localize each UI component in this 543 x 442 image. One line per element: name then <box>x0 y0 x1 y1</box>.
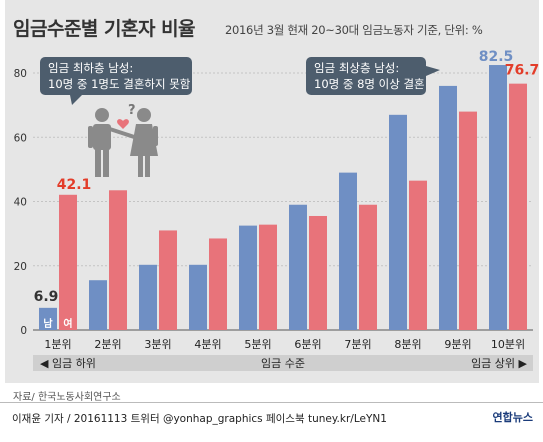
x-tick-label: 4분위 <box>194 338 221 351</box>
y-tick-label: 40 <box>14 197 27 209</box>
holding-hands <box>108 127 136 140</box>
bar-male <box>489 65 507 330</box>
source: 자료/ 한국노동사회연구소 <box>13 392 121 403</box>
bar-female <box>59 194 77 330</box>
man-icon <box>88 108 111 177</box>
data-label-male: 6.9 <box>34 289 59 305</box>
credit-line: 이재윤 기자 / 20161113 트위터 @yonhap_graphics 페… <box>12 413 387 425</box>
axis-band-left: ◀ 임금 하위 <box>40 356 96 370</box>
callout-low-line1: 임금 최하층 남성: <box>48 61 133 75</box>
x-tick-label: 8분위 <box>394 338 421 351</box>
x-tick-label: 5분위 <box>244 338 271 351</box>
callout-high-pointer <box>426 66 440 76</box>
callout-low: 임금 최하층 남성: 10명 중 1명도 결혼하지 못함 <box>40 57 192 105</box>
bar-tag-male: 남 <box>43 317 53 330</box>
couple-icon: ? <box>88 103 158 177</box>
bar-male <box>89 280 107 330</box>
callout-high-box <box>306 57 426 95</box>
bars <box>39 65 527 330</box>
bar-male <box>389 114 407 330</box>
page-title: 임금수준별 기혼자 비율 <box>13 18 196 40</box>
x-tick-label: 6분위 <box>294 338 321 351</box>
y-tick-label: 80 <box>14 68 27 80</box>
bar-male <box>39 307 57 330</box>
bar-female <box>209 238 227 330</box>
x-axis: 1분위 2분위 3분위 4분위 5분위 6분위 7분위 8분위 9분위 10분위 <box>44 338 525 351</box>
data-label-female: 42.1 <box>57 177 92 193</box>
bar-female <box>159 230 177 330</box>
y-tick-label: 20 <box>14 261 27 273</box>
callout-high: 임금 최상층 남성: 10명 중 8명 이상 결혼 <box>306 57 440 95</box>
chart-subtitle: 2016년 3월 현재 20~30대 임금노동자 기준, 단위: % <box>225 23 483 37</box>
bar-male <box>189 264 207 330</box>
bar-female <box>109 190 127 330</box>
x-tick-label: 9분위 <box>444 338 471 351</box>
callout-low-line2: 10명 중 1명도 결혼하지 못함 <box>48 77 191 91</box>
woman-icon <box>130 108 158 177</box>
callout-high-line2: 10명 중 8명 이상 결혼 <box>314 77 425 91</box>
bar-male <box>339 172 357 330</box>
callout-high-line1: 임금 최상층 남성: <box>314 61 399 75</box>
heart-icon <box>117 119 129 129</box>
bar-male <box>239 225 257 330</box>
callout-low-box <box>40 57 192 95</box>
bar-female <box>409 180 427 330</box>
question-mark-icon: ? <box>128 103 136 118</box>
data-labels: 남 여 6.9 42.1 82.576.7 <box>34 49 540 330</box>
y-tick-label: 60 <box>14 132 27 144</box>
bar-male <box>439 85 457 330</box>
x-tick-label: 7분위 <box>344 338 371 351</box>
axis-band-right: 임금 상위 ▶ <box>471 357 527 370</box>
bar-female <box>259 224 277 330</box>
bar-male <box>289 204 307 330</box>
bar-female <box>309 215 327 330</box>
x-tick-label: 1분위 <box>44 338 71 351</box>
y-axis: 0 20 40 60 80 <box>14 68 27 337</box>
x-tick-label: 3분위 <box>144 338 171 351</box>
bar-tag-female: 여 <box>63 317 72 330</box>
axis-band: ◀ 임금 하위 임금 수준 임금 상위 ▶ <box>33 355 533 371</box>
data-label-female: 76.7 <box>505 63 540 79</box>
credit-bar: 이재윤 기자 / 20161113 트위터 @yonhap_graphics 페… <box>0 402 543 442</box>
y-tick-label: 0 <box>20 325 27 337</box>
data-label-male: 82.5 <box>479 49 514 65</box>
x-tick-label: 10분위 <box>491 338 525 351</box>
axis-band-bg <box>33 355 533 371</box>
agency-logo: 연합뉴스 <box>492 411 533 424</box>
bar-female <box>459 111 477 330</box>
x-tick-label: 2분위 <box>94 338 121 351</box>
axis-band-center: 임금 수준 <box>261 357 305 370</box>
callout-low-pointer <box>70 95 82 105</box>
bar-male <box>139 264 157 330</box>
bar-female <box>359 204 377 330</box>
bar-female <box>509 83 527 330</box>
